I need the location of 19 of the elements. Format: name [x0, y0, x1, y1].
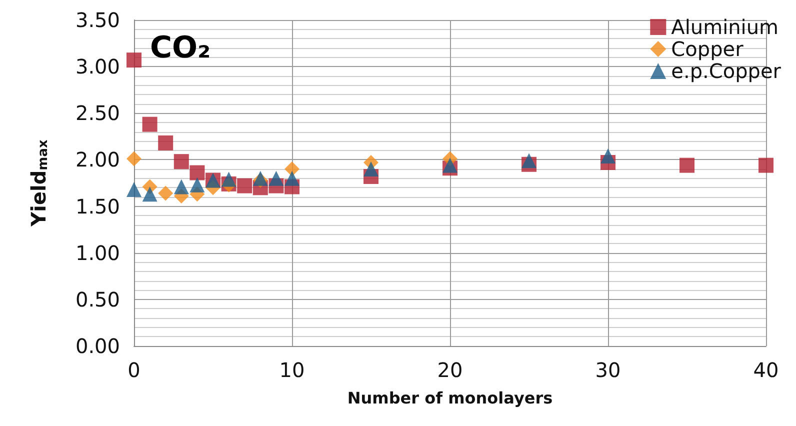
- legend-label: e.p.Copper: [671, 59, 782, 83]
- legend-label: Aluminium: [671, 15, 779, 39]
- y-axis-title: Yieldmax: [26, 139, 51, 228]
- x-axis-title: Number of monolayers: [347, 388, 553, 408]
- chart-title: CO₂: [150, 30, 211, 66]
- y-tick-label: 0.50: [75, 287, 120, 312]
- y-tick-label: 2.50: [75, 101, 120, 126]
- x-tick-label: 20: [437, 358, 463, 382]
- y-tick-label: 0.00: [75, 334, 120, 358]
- y-tick-label: 3.00: [75, 54, 120, 79]
- y-tick-label: 3.50: [75, 8, 120, 32]
- x-tick-label: 40: [753, 358, 779, 382]
- y-tick-label: 1.50: [75, 194, 120, 218]
- y-tick-label: 2.00: [75, 148, 120, 172]
- x-tick-label: 10: [279, 358, 305, 382]
- legend-label: Copper: [671, 37, 744, 61]
- y-tick-label: 1.00: [75, 240, 120, 265]
- x-tick-label: 30: [595, 358, 621, 382]
- x-tick-label: 0: [128, 358, 140, 382]
